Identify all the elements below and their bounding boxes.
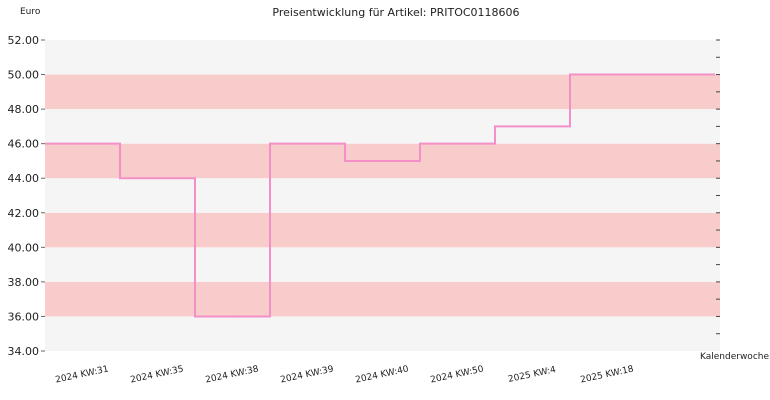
x-tick-label: 2025 KW:18 xyxy=(580,364,635,385)
series-layer xyxy=(45,73,715,318)
y-tick-label: 40.00 xyxy=(8,241,40,254)
x-tick-label: 2024 KW:38 xyxy=(205,364,260,385)
plot-bands xyxy=(45,40,720,351)
plot-band xyxy=(45,281,720,317)
plot-band xyxy=(45,178,720,213)
x-axis-ticks: 2024 KW:31 2024 KW:35 2024 KW:38 2024 KW:39… xyxy=(55,364,635,385)
plot-band xyxy=(45,247,720,282)
y-tick-label: 48.00 xyxy=(8,103,40,116)
y-tick-label: 46.00 xyxy=(8,138,40,151)
x-axis-label: Kalenderwoche xyxy=(700,352,769,362)
y-tick-label: 38.00 xyxy=(8,276,40,289)
y-tick-label: 36.00 xyxy=(8,310,40,323)
y-tick-label: 52.00 xyxy=(8,34,40,47)
right-axis-ticks xyxy=(716,39,720,335)
x-tick-label: 2024 KW:35 xyxy=(130,365,185,386)
plot-band xyxy=(45,40,720,75)
plot-band xyxy=(45,212,720,248)
x-tick-label: 2024 KW:39 xyxy=(280,364,335,385)
x-tick-label: 2024 KW:40 xyxy=(355,364,410,385)
plot-band xyxy=(45,74,720,110)
y-axis-ticks: 34.00 36.00 38.00 40.00 42.00 44.00 46.00 48.00… xyxy=(8,34,45,358)
y-axis-label: Euro xyxy=(20,7,41,17)
chart-title: Preisentwicklung für Artikel: PRITOC0118… xyxy=(272,6,519,19)
y-tick-label: 50.00 xyxy=(8,69,40,82)
y-tick-label: 34.00 xyxy=(8,345,40,358)
x-tick-label: 2025 KW:4 xyxy=(507,365,557,385)
y-tick-label: 42.00 xyxy=(8,207,40,220)
x-tick-label: 2024 KW:31 xyxy=(55,365,110,386)
x-tick-label: 2024 KW:50 xyxy=(430,364,485,385)
y-tick-label: 44.00 xyxy=(8,172,40,185)
plot-band xyxy=(45,316,720,351)
plot-band xyxy=(45,109,720,144)
